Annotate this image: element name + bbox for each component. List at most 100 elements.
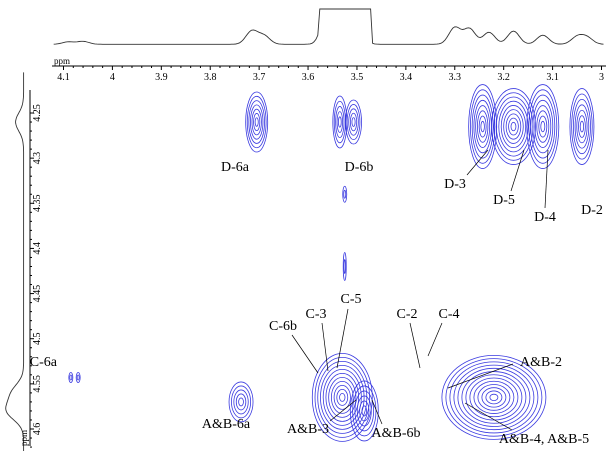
contour-ring	[320, 364, 365, 430]
x-tick-label: 3.1	[546, 72, 559, 83]
x-tick-label: 3.8	[204, 72, 217, 83]
peak-label-a-b-6b: A&B-6b	[372, 426, 421, 441]
y-tick-label: 4.35	[32, 195, 43, 213]
contour-ring	[333, 384, 351, 410]
contour-peaks	[68, 84, 595, 442]
contour-ring	[246, 95, 267, 149]
peak-label-d-5: D-5	[493, 193, 515, 208]
x-tick-label: 3.7	[253, 72, 266, 83]
contour-c-ab-central	[311, 352, 373, 442]
contour-ring	[461, 371, 527, 424]
contour-d-6a	[245, 91, 269, 153]
contour-ring	[510, 121, 517, 132]
contour-ring	[349, 380, 379, 442]
contour-ring	[338, 116, 342, 128]
contour-ring	[574, 104, 590, 149]
leader-line-c-3	[321, 322, 329, 372]
x-tick-label: 3.2	[497, 72, 510, 83]
contour-d-6b-b	[345, 99, 362, 145]
y-tick-label: 4.45	[32, 285, 43, 303]
peak-label-a-b-3: A&B-3	[287, 422, 329, 437]
contour-ring	[352, 385, 377, 437]
peak-leader-lines	[291, 149, 549, 431]
contour-ring	[578, 115, 586, 138]
contour-ring	[332, 95, 348, 149]
contour-ring	[349, 112, 358, 132]
top-projection-spectrum	[53, 8, 604, 45]
contour-ring	[469, 377, 519, 418]
contour-ring	[538, 115, 548, 138]
contour-ring	[473, 380, 515, 414]
y-tick-label: 4.4	[32, 242, 43, 255]
contour-ring	[231, 385, 252, 419]
contour-ring	[572, 98, 591, 155]
contour-ring	[540, 120, 546, 133]
leader-line-a-b-2	[447, 363, 514, 389]
contour-ring	[253, 113, 261, 132]
contour-ring	[245, 91, 269, 153]
contour-ring	[254, 117, 259, 127]
peak-label-d-2: D-2	[581, 203, 603, 218]
contour-ring	[345, 99, 362, 145]
peak-label-d-6b: D-6b	[345, 160, 374, 175]
contour-ring	[361, 405, 368, 417]
contour-ring	[251, 108, 262, 136]
contour-ring	[470, 89, 496, 164]
contour-streak-1	[342, 185, 348, 203]
leader-line-c-4	[427, 322, 443, 357]
y-tick-label: 4.55	[32, 375, 43, 393]
x-tick-label: 3.6	[302, 72, 315, 83]
contour-ring	[503, 109, 524, 144]
left-projection-trace	[5, 72, 25, 451]
contour-ring	[354, 390, 375, 432]
contour-ring	[346, 104, 361, 141]
contour-ring	[228, 381, 254, 423]
contour-streak-2	[342, 252, 347, 281]
peak-label-c-5: C-5	[341, 292, 362, 307]
x-axis-ticks: 4.1 4 3.9 3.8 3.7 3.6 3.5 3.4 3.3 3.2 3.1 3	[57, 66, 604, 83]
contour-ring	[480, 120, 485, 133]
contour-ring	[485, 390, 503, 405]
contour-ring	[441, 354, 547, 440]
peak-label-c-4: C-4	[439, 307, 460, 322]
contour-ab-6a	[228, 381, 254, 423]
contour-ring	[343, 259, 346, 274]
y-axis-ticks: 4.25 4.3 4.35 4.4 4.45 4.5 4.55 4.6	[30, 104, 43, 448]
contour-ring	[526, 84, 560, 169]
contour-ring	[571, 93, 593, 160]
contour-ring	[457, 367, 531, 427]
contour-ring	[336, 388, 349, 406]
contour-ring	[465, 374, 523, 421]
contour-ring	[576, 109, 588, 144]
contour-ring	[233, 389, 249, 415]
peak-label-c-6b: C-6b	[269, 319, 297, 334]
contour-ring	[508, 117, 519, 136]
contour-ring	[356, 395, 372, 427]
contour-c-6a-2	[75, 372, 81, 383]
peak-labels: D-6a D-6b D-3 D-5 D-4 D-2 C-6a C-6b C-3 C-5 C-2 C-4…	[30, 160, 603, 447]
contour-ring	[314, 356, 370, 438]
peak-label-a-b-4-a-b-5: A&B-4, A&B-5	[499, 432, 589, 447]
x-tick-label: 3	[599, 72, 604, 83]
peak-label-d-4: D-4	[534, 210, 556, 225]
contour-ring	[498, 100, 529, 153]
leader-line-d-5	[510, 149, 525, 192]
contour-ring	[475, 105, 491, 148]
contour-d-6b-a	[332, 95, 348, 149]
contour-ring	[311, 352, 373, 442]
y-tick-label: 4.5	[32, 332, 43, 345]
leader-line-a-b-4-a-b-5	[464, 402, 513, 431]
contour-ring	[491, 88, 536, 165]
contour-c-ab-right	[441, 354, 547, 440]
leader-line-c-6b	[291, 334, 319, 374]
x-tick-label: 4	[110, 72, 115, 83]
contour-ring	[342, 185, 348, 203]
contour-ring	[250, 104, 264, 140]
contour-ring	[500, 105, 527, 149]
contour-d-2	[569, 88, 595, 165]
y-tick-label: 4.25	[32, 104, 43, 122]
contour-ring	[528, 89, 558, 164]
x-tick-label: 4.1	[57, 72, 70, 83]
contour-ring	[481, 387, 507, 408]
